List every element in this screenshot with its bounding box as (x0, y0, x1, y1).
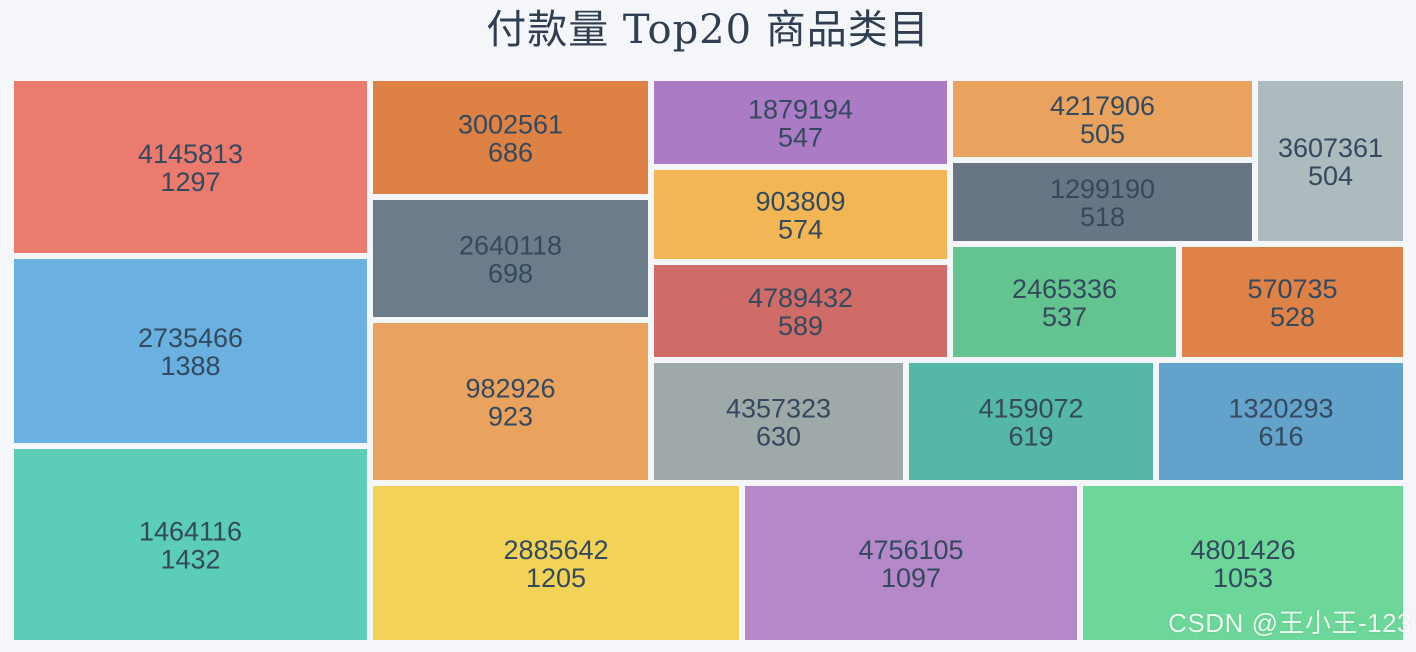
tile-category-label: 903809 (755, 187, 845, 217)
tile-category-label: 2640118 (459, 231, 562, 261)
tile-rect (742, 483, 1080, 643)
tile-count-label: 504 (1308, 161, 1353, 191)
tile-count-label: 1205 (526, 563, 586, 593)
tile-count-label: 528 (1270, 302, 1315, 332)
tile-rect (11, 256, 370, 446)
tile-category-label: 2465336 (1012, 274, 1117, 304)
tile-count-label: 547 (778, 123, 823, 153)
tile-count-label: 518 (1080, 202, 1125, 232)
tile-category-label: 3002561 (458, 110, 563, 140)
tile-rect (1080, 483, 1406, 643)
tile-rect (651, 262, 950, 360)
tile-category-label: 3607361 (1278, 133, 1383, 163)
tile-rect (651, 78, 950, 167)
tile-rect (1255, 78, 1406, 244)
watermark: CSDN @王小王-123 (1168, 608, 1412, 638)
tile-rect (370, 483, 742, 643)
tile-count-label: 1388 (160, 351, 220, 381)
tile-count-label: 698 (488, 259, 533, 289)
tile-category-label: 2735466 (138, 323, 243, 353)
tile-rect (370, 320, 651, 483)
tile-category-label: 4756105 (858, 535, 963, 565)
tile-rect (11, 78, 370, 256)
tile-count-label: 574 (778, 215, 823, 245)
tile-category-label: 1299190 (1050, 174, 1155, 204)
tile-rect (906, 360, 1156, 483)
tile-category-label: 2885642 (503, 535, 608, 565)
tile-rect (651, 167, 950, 262)
tile-count-label: 1097 (881, 563, 941, 593)
tile-category-label: 982926 (465, 374, 555, 404)
tile-category-label: 4801426 (1190, 535, 1295, 565)
tile-rect (1179, 244, 1406, 360)
tile-category-label: 4789432 (748, 283, 853, 313)
tile-rect (950, 160, 1255, 244)
tile-rect (1156, 360, 1406, 483)
tile-count-label: 1053 (1213, 563, 1273, 593)
tile-category-label: 4145813 (138, 139, 243, 169)
tile-category-label: 1879194 (748, 95, 853, 125)
tile-category-label: 4357323 (726, 394, 831, 424)
tile-category-label: 1320293 (1228, 394, 1333, 424)
tile-rect (950, 244, 1179, 360)
tile-count-label: 686 (488, 138, 533, 168)
tile-count-label: 1297 (160, 167, 220, 197)
chart-title: 付款量 Top20 商品类目 (486, 7, 930, 53)
tile-rect (950, 78, 1255, 160)
tile-count-label: 619 (1008, 422, 1053, 452)
tile-category-label: 570735 (1247, 274, 1337, 304)
tile-count-label: 630 (756, 422, 801, 452)
tile-count-label: 1432 (160, 545, 220, 575)
tile-count-label: 537 (1042, 302, 1087, 332)
tile-rect (370, 78, 651, 197)
tile-category-label: 4159072 (978, 394, 1083, 424)
tile-rect (11, 446, 370, 643)
tile-category-label: 4217906 (1050, 91, 1155, 121)
tile-rect (370, 197, 651, 320)
tile-category-label: 1464116 (139, 517, 242, 547)
tile-count-label: 505 (1080, 119, 1125, 149)
tile-count-label: 616 (1258, 422, 1303, 452)
tile-count-label: 923 (488, 402, 533, 432)
tile-rect (651, 360, 906, 483)
tile-count-label: 589 (778, 311, 823, 341)
